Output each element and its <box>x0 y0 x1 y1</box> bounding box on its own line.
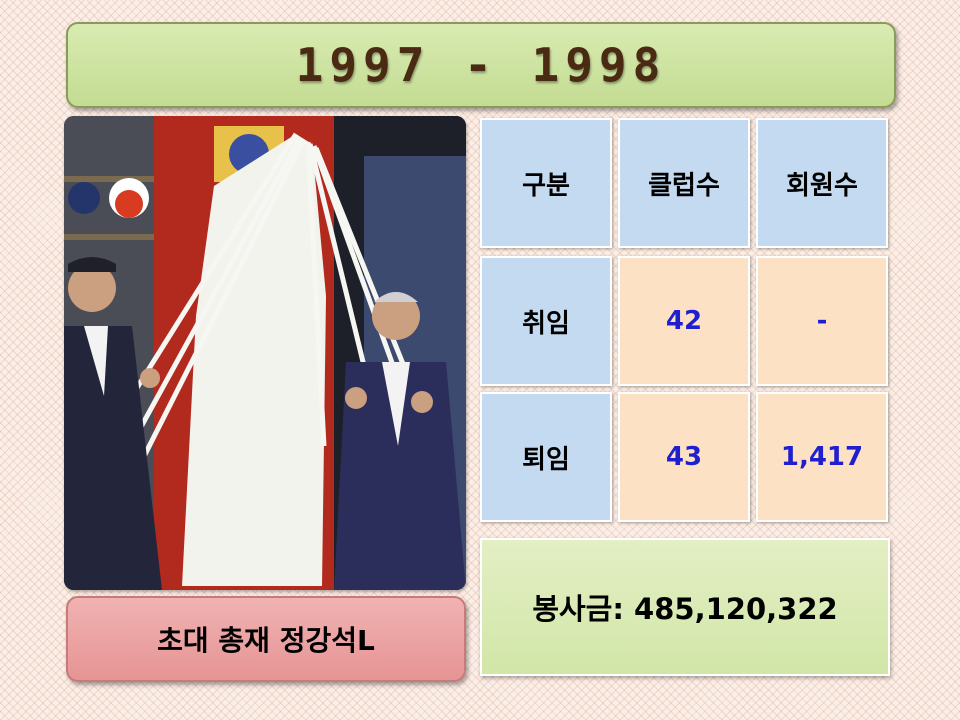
clubs-inauguration: 42 <box>618 256 750 386</box>
photo-illustration <box>64 116 466 590</box>
ceremony-photo <box>64 116 466 590</box>
caption-text: 초대 총재 정강석L <box>157 624 375 657</box>
header-members: 회원수 <box>756 118 888 248</box>
row-label-inauguration: 취임 <box>480 256 612 386</box>
page-title: 1997 - 1998 <box>295 38 667 92</box>
title-banner: 1997 - 1998 <box>66 22 896 108</box>
service-fund-box: 봉사금: 485,120,322 <box>480 538 890 676</box>
caption-box: 초대 총재 정강석L <box>66 596 466 682</box>
members-inauguration: - <box>756 256 888 386</box>
header-division: 구분 <box>480 118 612 248</box>
service-fund-text: 봉사금: 485,120,322 <box>532 592 838 626</box>
header-clubs: 클럽수 <box>618 118 750 248</box>
row-label-retirement: 퇴임 <box>480 392 612 522</box>
clubs-retirement: 43 <box>618 392 750 522</box>
members-retirement: 1,417 <box>756 392 888 522</box>
